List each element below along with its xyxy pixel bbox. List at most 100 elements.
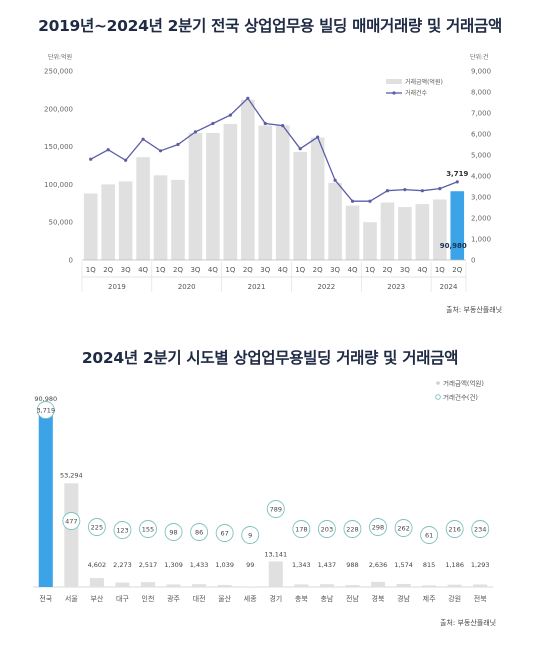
amount-bar <box>89 578 104 587</box>
amount-bar <box>258 125 273 260</box>
legend-bar-label: 거래금액(억원) <box>443 379 484 388</box>
count-point <box>246 96 250 100</box>
amount-bar <box>101 184 115 260</box>
amount-bar <box>294 584 309 587</box>
amount-bar <box>153 175 168 260</box>
quarter-label: 4Q <box>208 266 218 274</box>
count-label: 234 <box>474 526 486 534</box>
count-label: 155 <box>142 526 154 534</box>
count-circle <box>343 520 362 538</box>
amount-bar <box>136 157 150 260</box>
amount-bar <box>206 132 220 260</box>
amount-label: 90,980 <box>34 395 57 403</box>
count-point <box>455 180 459 184</box>
count-point <box>141 137 145 141</box>
count-label: 477 <box>65 518 77 526</box>
right-tick-label: 1,000 <box>471 236 491 244</box>
count-point <box>176 142 180 147</box>
count-point <box>281 124 285 128</box>
left-tick-label: 150,000 <box>44 143 73 151</box>
amount-label: 53,294 <box>60 471 83 479</box>
region-label: 경기 <box>269 594 282 603</box>
quarter-label: 4Q <box>278 266 288 274</box>
chart-title-bottom: 2024년 2분기 시도별 상업업무용빌딩 거래량 및 거래금액 <box>81 349 459 367</box>
right-tick-label: 5,000 <box>471 152 491 160</box>
count-point <box>124 158 128 162</box>
left-tick-label: 200,000 <box>44 105 73 113</box>
amount-label: 1,343 <box>292 561 311 569</box>
count-label: 178 <box>295 526 307 534</box>
amount-label: 1,309 <box>164 561 183 569</box>
quarter-label: 2Q <box>382 266 392 274</box>
source-note-top: 출처: 부동산플래닛 <box>446 306 503 314</box>
region-label: 전북 <box>474 594 487 603</box>
right-tick-label: 2,000 <box>471 215 491 223</box>
count-label: 789 <box>270 506 282 514</box>
count-label: 203 <box>321 526 333 534</box>
region-label: 전국 <box>39 594 52 603</box>
legend-circle-label: 거래건수(건) <box>443 393 478 402</box>
amount-bar <box>268 561 283 587</box>
region-label: 울산 <box>218 594 231 603</box>
count-label: 262 <box>397 525 409 533</box>
year-label: 2020 <box>178 283 196 291</box>
count-label: 98 <box>169 529 177 537</box>
amount-bar <box>433 199 447 260</box>
amount-label: 4,602 <box>88 561 107 569</box>
count-point <box>316 135 320 139</box>
count-point <box>333 178 337 182</box>
count-point <box>193 130 198 134</box>
count-label: 298 <box>372 524 384 532</box>
count-label: 61 <box>425 532 433 540</box>
region-label: 충북 <box>295 594 308 603</box>
quarter-label: 1Q <box>365 266 375 274</box>
quarter-label: 1Q <box>156 266 166 274</box>
count-circle <box>369 518 387 536</box>
amount-bar <box>473 584 488 587</box>
quarter-label: 1Q <box>86 266 96 274</box>
legend-line-marker <box>392 91 396 95</box>
amount-label: 815 <box>423 561 435 569</box>
amount-bar <box>171 179 185 260</box>
count-circle <box>317 520 336 538</box>
quarter-label: 2Q <box>173 266 183 274</box>
legend-bar-label: 거래금액(억원) <box>405 78 443 86</box>
count-point <box>420 189 424 193</box>
quarter-label: 3Q <box>190 266 200 274</box>
last-amount-label: 90,980 <box>440 242 467 250</box>
amount-bar <box>38 410 53 587</box>
quarter-label: 3Q <box>121 266 131 274</box>
region-label: 서울 <box>65 594 78 603</box>
region-label: 대구 <box>116 595 129 603</box>
amount-bar <box>363 222 377 260</box>
quarter-label: 1Q <box>435 266 445 274</box>
quarter-label: 4Q <box>138 266 148 274</box>
chart-title-top: 2019년~2024년 2분기 전국 상업업무용 빌딩 매매거래량 및 거래금액 <box>38 17 502 35</box>
quarter-label: 2Q <box>243 266 253 274</box>
quarter-label: 2Q <box>103 266 113 274</box>
amount-bar <box>319 584 334 587</box>
amount-label: 1,437 <box>318 561 337 569</box>
amount-bar <box>310 137 325 260</box>
count-circle <box>215 524 234 542</box>
count-circle <box>292 520 311 538</box>
legend-bar-swatch <box>386 79 402 84</box>
count-label: 225 <box>91 524 103 532</box>
count-circle <box>471 520 490 538</box>
amount-bar <box>223 123 238 260</box>
amount-bar <box>422 585 437 587</box>
amount-bar <box>64 483 79 587</box>
legend-line-label: 거래건수 <box>405 89 428 97</box>
count-point <box>263 121 267 126</box>
count-point <box>158 149 163 153</box>
amount-bar <box>293 151 307 260</box>
count-point <box>89 157 93 161</box>
left-axis-unit: 단위:억원 <box>48 53 72 61</box>
count-point <box>298 147 302 151</box>
amount-bar <box>345 585 360 587</box>
count-point <box>211 121 215 126</box>
count-label: 228 <box>346 526 358 534</box>
count-circle <box>87 518 106 536</box>
amount-bar <box>398 207 412 260</box>
count-label: 86 <box>195 529 203 537</box>
